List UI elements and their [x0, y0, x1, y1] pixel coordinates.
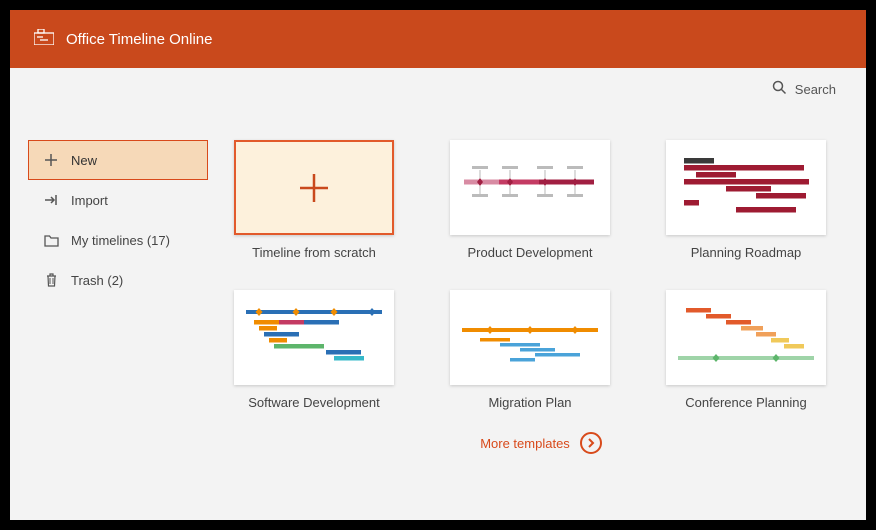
template-conference-planning[interactable]: [666, 290, 826, 385]
template-software-development[interactable]: [234, 290, 394, 385]
template-caption: Software Development: [234, 395, 394, 410]
search-button[interactable]: Search: [772, 80, 836, 98]
template-planning-roadmap[interactable]: [666, 140, 826, 235]
sidebar-item-label: My timelines (17): [71, 233, 170, 248]
template-caption: Timeline from scratch: [234, 245, 394, 260]
sidebar-item-plus[interactable]: New: [28, 140, 208, 180]
template-caption: Planning Roadmap: [666, 245, 826, 260]
search-icon: [772, 80, 787, 98]
sidebar-item-label: New: [71, 153, 97, 168]
template-caption: Conference Planning: [666, 395, 826, 410]
sidebar-item-trash[interactable]: Trash (2): [28, 260, 208, 300]
chevron-right-icon: [580, 432, 602, 454]
template-scratch[interactable]: [234, 140, 394, 235]
sidebar-item-label: Import: [71, 193, 108, 208]
sidebar-item-folder[interactable]: My timelines (17): [28, 220, 208, 260]
trash-icon: [43, 272, 59, 288]
template-caption: Migration Plan: [450, 395, 610, 410]
folder-icon: [43, 232, 59, 248]
app-header: Office Timeline Online: [10, 10, 866, 68]
app-logo-icon: [34, 29, 54, 49]
template-product-development[interactable]: [450, 140, 610, 235]
more-templates-button[interactable]: More templates: [234, 432, 848, 454]
search-label: Search: [795, 82, 836, 97]
plus-icon: [43, 152, 59, 168]
import-icon: [43, 192, 59, 208]
template-migration-plan[interactable]: [450, 290, 610, 385]
app-title: Office Timeline Online: [66, 31, 212, 48]
more-templates-label: More templates: [480, 436, 570, 451]
template-caption: Product Development: [450, 245, 610, 260]
sidebar-item-import[interactable]: Import: [28, 180, 208, 220]
sidebar: New Import My timelines (17) Trash (2): [28, 140, 208, 510]
sidebar-item-label: Trash (2): [71, 273, 123, 288]
